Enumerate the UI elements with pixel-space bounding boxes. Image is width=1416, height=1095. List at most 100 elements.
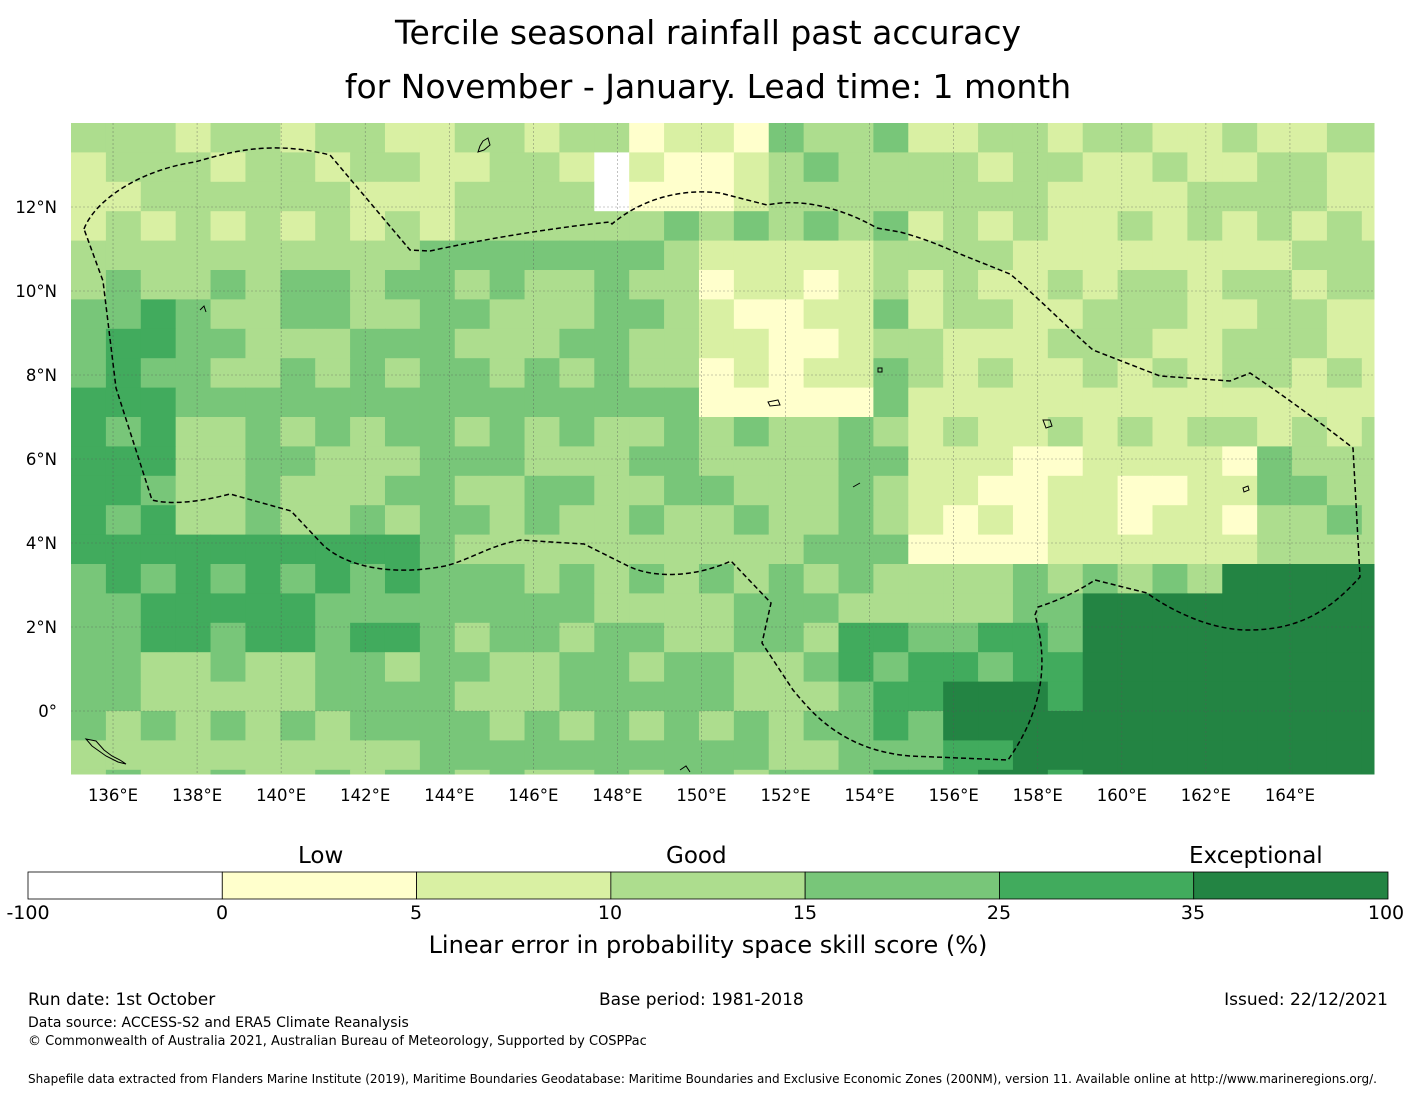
skill-cell <box>838 446 874 477</box>
skill-cell <box>245 681 281 712</box>
skill-cell <box>908 652 944 683</box>
skill-cell <box>454 534 491 565</box>
skill-cell <box>419 328 456 359</box>
skill-cell <box>419 681 456 712</box>
skill-cell <box>978 387 1014 418</box>
skill-cell <box>978 593 1014 624</box>
skill-cell <box>664 328 700 359</box>
skill-cell <box>803 299 840 330</box>
skill-cell <box>419 211 456 242</box>
skill-cell <box>384 152 421 183</box>
skill-cell <box>1152 328 1188 359</box>
island-majuro <box>1242 485 1250 493</box>
skill-cell <box>908 181 944 212</box>
skill-cell <box>1152 652 1188 683</box>
skill-cell <box>315 593 351 624</box>
skill-cell <box>838 711 874 741</box>
skill-cell <box>559 475 595 506</box>
skill-cell <box>838 564 874 594</box>
skill-cell <box>280 152 316 183</box>
skill-cell <box>280 387 316 418</box>
skill-cell <box>315 211 351 242</box>
skill-cell <box>105 299 142 330</box>
skill-cell <box>350 417 386 447</box>
skill-cell <box>733 328 770 359</box>
skill-cell <box>908 622 944 653</box>
skill-cell <box>594 446 630 477</box>
skill-cell <box>768 446 805 477</box>
skill-cell <box>489 123 526 153</box>
title-line-1: Tercile seasonal rainfall past accuracy <box>394 13 1022 52</box>
skill-cell <box>1117 387 1153 418</box>
skill-cell <box>1222 152 1258 183</box>
skill-cell <box>768 270 805 300</box>
skill-cell <box>175 622 212 653</box>
skill-cell <box>1361 211 1375 242</box>
skill-cell <box>873 681 909 712</box>
skill-cell <box>350 475 386 506</box>
cb-tick-15: 15 <box>792 902 818 924</box>
skill-cell <box>384 769 421 775</box>
skill-cell <box>245 417 281 447</box>
skill-cell <box>978 358 1014 389</box>
skill-cell <box>629 387 665 418</box>
skill-cell <box>280 417 316 447</box>
skill-cell <box>1187 534 1223 565</box>
skill-cell <box>1082 622 1119 653</box>
skill-cell <box>629 299 665 330</box>
skill-cell <box>1326 475 1363 506</box>
skill-cell <box>1012 740 1049 771</box>
skill-cell <box>873 446 909 477</box>
x-tick-label: 160°E <box>1097 786 1147 805</box>
skill-cell <box>1047 211 1084 242</box>
skill-cell <box>559 622 595 653</box>
skill-cell <box>384 652 421 683</box>
skill-cell <box>384 446 421 477</box>
skill-cell <box>733 358 770 389</box>
skill-cell <box>664 564 700 594</box>
skill-cell <box>873 711 909 741</box>
skill-cell <box>419 593 456 624</box>
skill-cell <box>245 328 281 359</box>
skill-cell <box>454 240 491 271</box>
skill-cell <box>105 534 142 565</box>
skill-cell <box>245 740 281 771</box>
skill-cell <box>943 358 979 389</box>
skill-cell <box>803 681 840 712</box>
skill-cell <box>1117 299 1153 330</box>
skill-cell <box>664 211 700 242</box>
skill-cell <box>489 740 526 771</box>
skill-cell <box>1292 769 1328 775</box>
skill-cell <box>1152 769 1188 775</box>
skill-cell <box>1361 564 1375 594</box>
skill-cell <box>733 152 770 183</box>
skill-cell <box>943 211 979 242</box>
skill-cell <box>838 652 874 683</box>
skill-cell <box>1117 358 1153 389</box>
skill-cell <box>1326 711 1363 741</box>
skill-cell <box>908 446 944 477</box>
skill-cell <box>838 211 874 242</box>
skill-cell <box>140 446 177 477</box>
skill-cell <box>1012 299 1049 330</box>
skill-cell <box>594 211 630 242</box>
skill-cell <box>1257 299 1293 330</box>
y-tick-label: 4°N <box>26 534 57 553</box>
skill-cell <box>245 240 281 271</box>
skill-cell <box>1012 505 1049 536</box>
colorbar-swatch <box>999 871 1195 900</box>
island-pohnpei <box>877 367 883 373</box>
skill-cell <box>629 711 665 741</box>
skill-cell <box>419 123 456 153</box>
skill-cell <box>245 769 281 775</box>
skill-cell <box>664 299 700 330</box>
skill-cell <box>1292 475 1328 506</box>
skill-cell <box>1361 270 1375 300</box>
skill-cell <box>1082 240 1119 271</box>
skill-cell <box>978 299 1014 330</box>
skill-cell <box>698 211 735 242</box>
skill-cell <box>210 740 246 771</box>
skill-cell <box>1222 711 1258 741</box>
skill-cell <box>559 564 595 594</box>
skill-cell <box>1012 270 1049 300</box>
